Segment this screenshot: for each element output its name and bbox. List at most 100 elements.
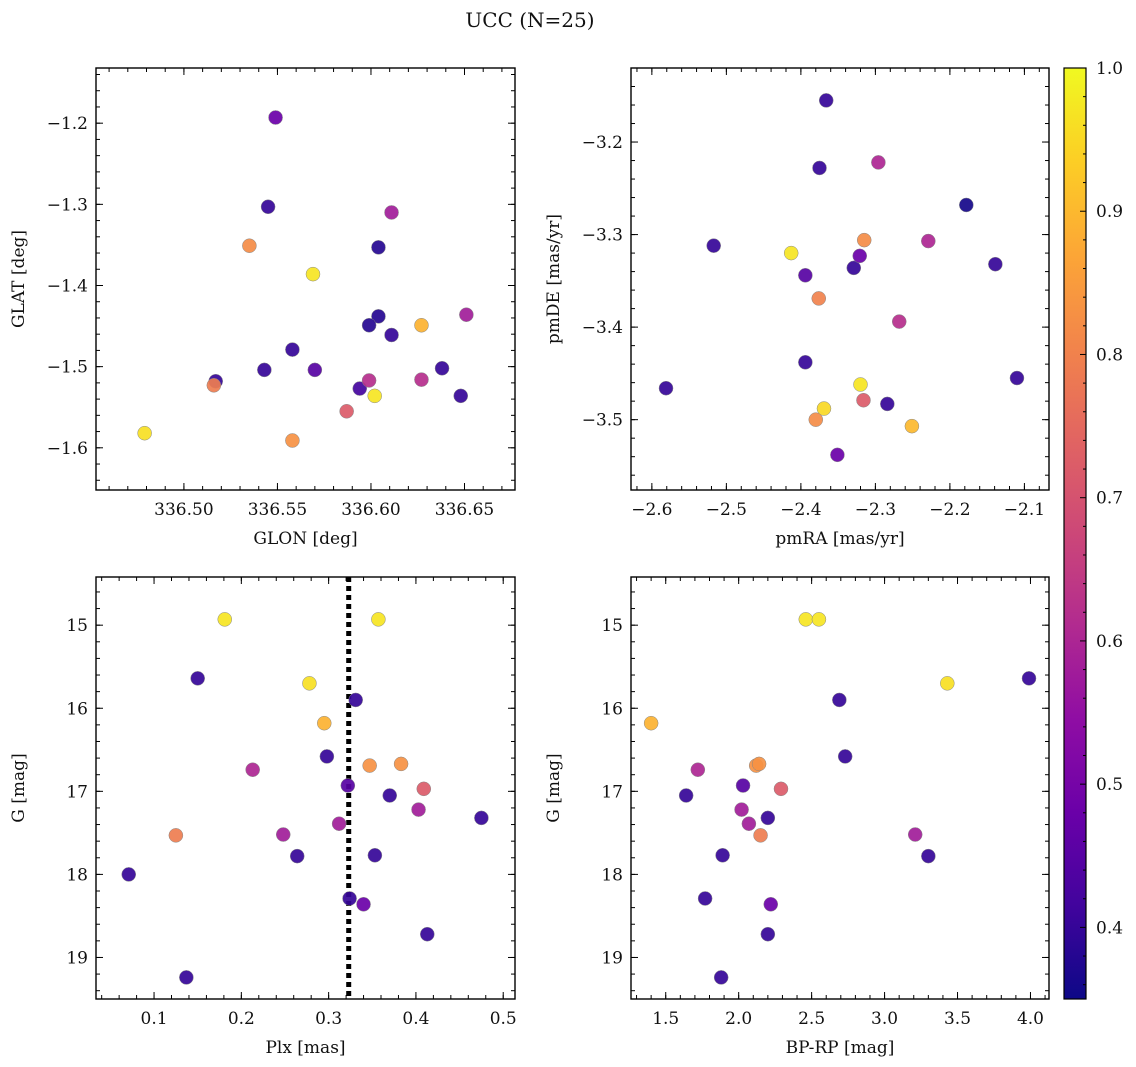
colorbar-tick-label: 0.8 [1096,345,1123,365]
scatter-point [361,318,377,333]
y-tick-label: −3.2 [582,133,623,153]
scatter-point [285,433,300,448]
y-tick-label: 16 [601,699,623,719]
x-tick-label: −2.2 [929,500,970,520]
scatter-point [340,778,356,793]
y-tick-label: 16 [66,699,88,719]
x-tick-label: 0.4 [402,1009,429,1029]
scatter-point [307,362,323,378]
scatter-point [812,160,827,176]
axes-frame [630,67,1050,491]
scatter-point [137,425,152,441]
colorbar: 0.4 0.5 0.6 0.7 0.8 0.9 1.0 [1063,59,1123,1000]
scatter-point [367,848,383,863]
scatter-point [988,256,1003,272]
scatter-point [880,396,895,412]
scatter-point [459,307,474,322]
scatter-point [760,810,776,826]
x-tick-label: 3.5 [944,1009,971,1029]
scatter-point [690,762,706,777]
scatter-point [179,970,194,985]
y-tick-label: 17 [66,782,88,802]
colorbar-tick-label: 0.6 [1096,632,1123,652]
panel-bprp-g: 1.5 2.0 2.5 3.0 3.5 4.0 15 16 17 18 19 BP-RP [mag] G… [544,576,1050,1058]
x-tick-label: −2.3 [855,500,896,520]
x-tick-label: 0.3 [315,1009,342,1029]
scatter-point [361,373,377,388]
scatter-point [798,612,814,627]
scatter-point [382,788,397,803]
scatter-point [856,392,871,408]
x-tick-label: 0.2 [228,1009,255,1029]
scatter-point [305,266,321,282]
scatter-point [763,897,779,912]
scatter-point [168,828,184,843]
scatter-point [393,756,409,772]
scatter-point [217,612,233,627]
scatter-point [206,378,222,393]
y-axis-label: G [mag] [9,753,29,822]
scatter-point [715,848,730,863]
scatter-point [741,816,757,831]
scatter-point [414,372,429,387]
scatter-point [852,248,867,264]
x-axis-label: Plx [mas] [265,1038,345,1058]
scatter-point [342,891,357,906]
scatter-point [348,692,363,708]
panel-plx-g: 0.1 0.2 0.3 0.4 0.5 15 16 17 18 19 Plx [mas] G [mag… [9,576,517,1058]
scatter-point [371,309,386,324]
scatter-point [811,612,827,627]
x-axis-label: GLON [deg] [253,529,357,549]
y-tick-label: −1.2 [47,114,88,134]
x-tick-label: 3.0 [871,1009,898,1029]
scatter-point [275,827,291,842]
x-tick-label: 336.50 [154,500,213,520]
scatter-point [921,848,936,864]
scatter-point [818,93,834,108]
y-axis-label: GLAT [deg] [9,230,29,328]
scatter-point [713,970,729,985]
x-tick-label: 1.5 [652,1009,679,1029]
y-tick-label: −1.3 [47,195,88,215]
y-axis-label: G [mag] [544,753,564,822]
scatter-point [643,715,659,731]
x-tick-label: −2.5 [706,500,747,520]
scatter-point [808,412,824,427]
scatter-point [356,897,371,912]
scatter-point [798,355,813,370]
scatter-point [891,314,907,329]
colorbar-tick-label: 1.0 [1096,59,1123,79]
colorbar-tick-label: 0.5 [1096,775,1123,795]
scatter-point [816,401,832,416]
scatter-point [257,362,272,378]
y-tick-label: 18 [66,865,88,885]
scatter-point [734,802,749,817]
scatter-point [1021,671,1037,686]
x-axis-label: BP-RP [mag] [786,1038,895,1058]
scatter-point [285,342,300,357]
scatter-point [319,749,335,764]
y-tick-label: 15 [66,616,88,636]
scatter-point [420,926,435,942]
y-tick-label: 17 [601,782,623,802]
panel-glon-glat: 336.50 336.55 336.60 336.65 −1.2 −1.3 −1.4 −1.5… [9,67,516,549]
y-tick-label: −1.6 [47,439,88,459]
scatter-point [317,715,332,731]
y-tick-label: −1.5 [47,358,88,378]
x-tick-label: 336.65 [435,500,494,520]
scatter-point [371,240,386,255]
scatter-point [837,749,853,764]
scatter-point [735,778,751,793]
scatter-point [453,388,469,404]
scatter-point [302,676,317,691]
x-axis-label: pmRA [mas/yr] [775,529,904,549]
scatter-point [706,238,721,253]
x-tick-label: 0.5 [490,1009,517,1029]
scatter-point [959,197,974,213]
scatter-point [416,781,432,797]
scatter-point [753,828,768,843]
scatter-point [940,676,955,691]
scatter-point [921,233,936,249]
scatter-point [352,381,367,396]
